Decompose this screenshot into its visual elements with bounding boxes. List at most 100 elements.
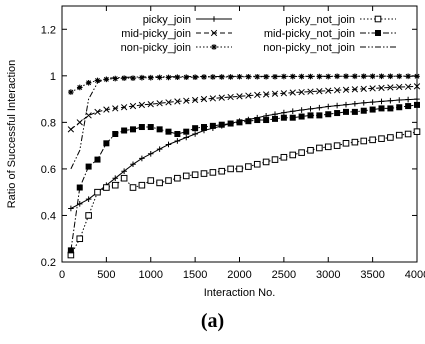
data-point (281, 109, 287, 116)
legend-entry: picky_not_join (285, 14, 396, 26)
data-point (165, 141, 172, 148)
legend-label: non-picky_not_join (263, 42, 355, 54)
data-point (316, 144, 323, 152)
data-point (289, 89, 296, 96)
data-point (103, 140, 110, 147)
data-point (147, 177, 155, 184)
data-point (227, 165, 234, 173)
data-point (165, 177, 172, 184)
data-point (112, 131, 119, 137)
data-point (227, 93, 234, 101)
data-point (94, 156, 101, 163)
data-point (103, 184, 110, 191)
data-point (307, 112, 314, 119)
data-point (298, 113, 305, 120)
data-point (147, 150, 154, 157)
data-point (236, 93, 243, 100)
data-point (85, 196, 92, 202)
data-point (111, 181, 119, 189)
data-point (298, 149, 305, 156)
data-point (218, 167, 226, 175)
data-point (218, 94, 225, 101)
data-point (192, 74, 198, 81)
y-axis-title: Ratio of Successful Interaction (6, 60, 18, 209)
data-point (325, 103, 332, 110)
data-point (387, 105, 394, 112)
series-line (70, 85, 418, 130)
data-point (387, 84, 394, 91)
data-point (165, 74, 172, 81)
data-point (85, 112, 92, 119)
data-point (378, 98, 385, 105)
data-point (85, 80, 92, 86)
data-point (369, 136, 376, 144)
data-point (183, 134, 190, 141)
data-point (94, 108, 101, 116)
data-point (209, 95, 217, 102)
y-tick-label: 0.2 (41, 257, 56, 269)
data-point (103, 106, 110, 113)
data-point (191, 171, 199, 179)
legend-marker (374, 15, 382, 23)
x-tick-label: 2000 (227, 269, 251, 281)
data-point (130, 126, 136, 133)
data-point (130, 161, 136, 168)
data-point (298, 107, 305, 113)
data-point (387, 73, 394, 80)
data-point (378, 84, 385, 92)
data-point (413, 128, 421, 135)
series-line (70, 131, 418, 256)
data-point (112, 75, 119, 82)
data-point (351, 138, 359, 146)
data-point (360, 107, 367, 114)
data-point (156, 100, 163, 107)
data-point (414, 101, 420, 108)
data-point (289, 114, 296, 121)
x-tick-label: 0 (59, 269, 65, 281)
data-point (316, 112, 323, 119)
data-point (396, 83, 403, 91)
data-point (369, 73, 376, 80)
data-point (165, 128, 172, 135)
data-point (334, 102, 340, 109)
data-point (351, 108, 358, 115)
x-tick-label: 2500 (272, 269, 296, 281)
data-point (405, 96, 411, 103)
legend-entry: mid-picky_join (121, 28, 232, 40)
data-point (289, 151, 297, 159)
data-point (156, 126, 163, 133)
data-point (254, 91, 261, 99)
legend-marker (211, 16, 217, 22)
data-point (360, 137, 368, 145)
data-point (85, 212, 92, 219)
data-point (307, 88, 314, 95)
data-point (227, 120, 234, 127)
data-point (387, 97, 394, 104)
legend-marker (375, 30, 381, 36)
data-point (343, 101, 349, 108)
data-point (183, 74, 190, 81)
series-line (70, 98, 418, 209)
series-line (70, 104, 418, 251)
y-tick-label: 1.2 (41, 24, 56, 36)
data-point (156, 146, 163, 152)
data-point (174, 174, 181, 182)
data-point (333, 142, 341, 149)
data-point (94, 77, 101, 84)
legend-entry: non-picky_not_join (263, 42, 396, 54)
data-point (360, 85, 367, 93)
data-point (253, 160, 261, 168)
x-tick-label: 500 (97, 269, 115, 281)
data-point (138, 101, 146, 109)
data-point (218, 74, 225, 80)
legend-label: non-picky_join (121, 42, 191, 54)
data-point (272, 73, 278, 80)
data-point (236, 119, 243, 126)
data-point (254, 117, 261, 124)
data-point (138, 181, 146, 189)
data-point (378, 135, 385, 142)
data-point (324, 143, 332, 151)
data-point (183, 128, 190, 135)
data-point (245, 118, 252, 125)
data-point (334, 110, 341, 117)
